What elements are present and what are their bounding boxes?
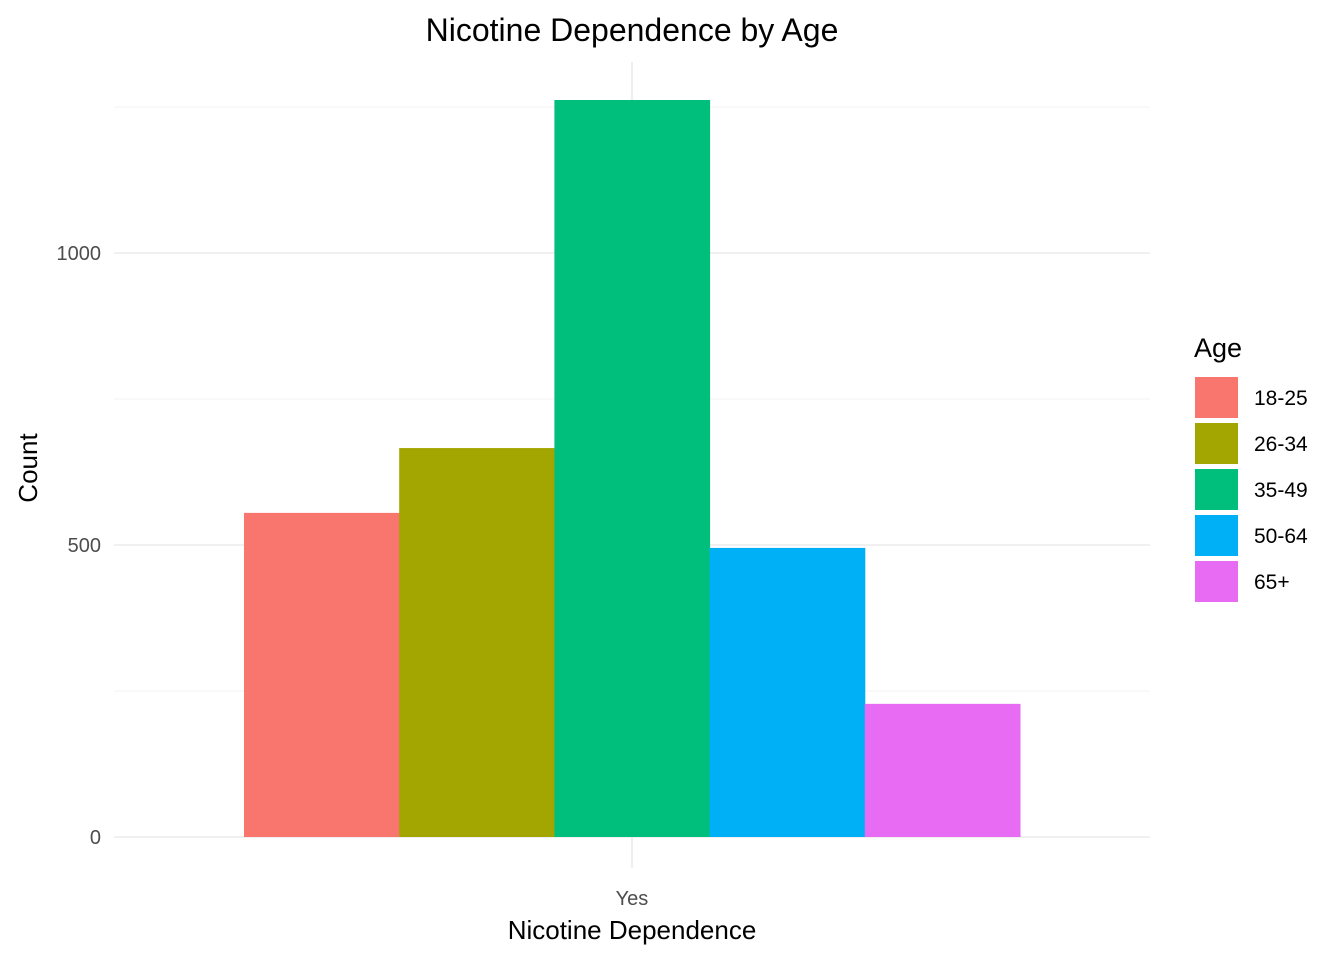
bar-65+ xyxy=(864,703,1021,837)
y-tick-label: 0 xyxy=(90,827,101,849)
legend-label-26-34: 26-34 xyxy=(1254,433,1308,456)
legend-swatch-50-64 xyxy=(1195,515,1238,556)
x-axis-ticks: Yes xyxy=(616,888,649,910)
legend-swatch-65+ xyxy=(1195,561,1238,602)
y-axis-ticks: 0 500 1000 xyxy=(57,243,102,849)
legend-title: Age xyxy=(1194,333,1242,363)
x-axis-title: Nicotine Dependence xyxy=(508,915,757,945)
y-tick-label: 1000 xyxy=(57,243,102,265)
legend-swatch-35-49 xyxy=(1195,469,1238,510)
chart-title: Nicotine Dependence by Age xyxy=(426,12,839,48)
y-tick-label: 500 xyxy=(68,535,101,557)
y-axis-title: Count xyxy=(13,433,43,503)
legend-label-18-25: 18-25 xyxy=(1254,387,1308,410)
bar-35-49 xyxy=(554,99,711,837)
legend-label-65+: 65+ xyxy=(1254,571,1290,594)
legend-swatch-18-25 xyxy=(1195,377,1238,418)
bar-26-34 xyxy=(399,448,555,837)
bar-18-25 xyxy=(244,512,400,837)
x-tick-label: Yes xyxy=(616,888,649,910)
bar-50-64 xyxy=(709,547,866,837)
legend-label-35-49: 35-49 xyxy=(1254,479,1308,502)
legend: Age 18-25 26-34 35-49 50-64 65+ xyxy=(1194,333,1308,602)
bars xyxy=(244,99,1021,837)
legend-swatch-26-34 xyxy=(1195,423,1238,464)
legend-label-50-64: 50-64 xyxy=(1254,525,1308,548)
